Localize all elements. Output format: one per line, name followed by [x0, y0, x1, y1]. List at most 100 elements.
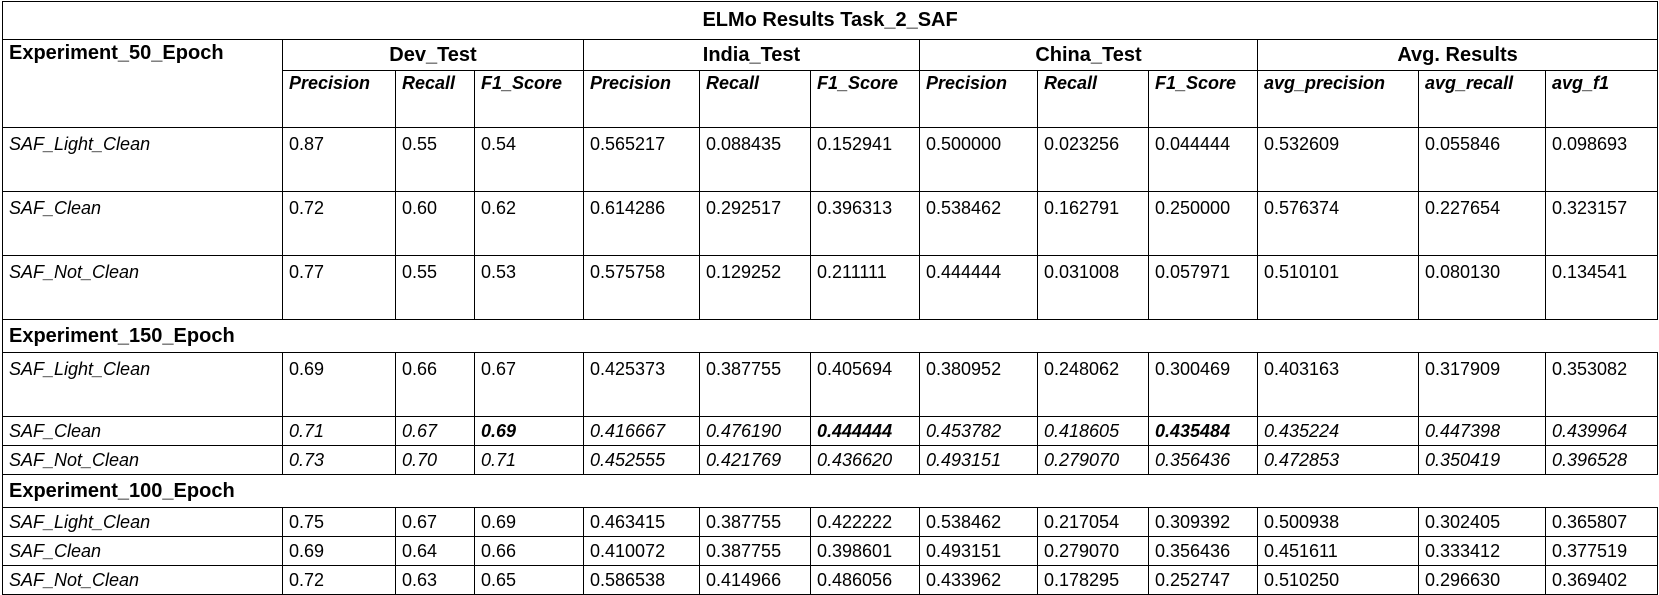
cell: 0.472853	[1257, 445, 1419, 475]
cell: 0.435484	[1148, 416, 1258, 446]
row-label: SAF_Light_Clean	[2, 352, 283, 417]
column-header: Recall	[1037, 70, 1149, 128]
cell: 0.435224	[1257, 416, 1419, 446]
cell: 0.510250	[1257, 565, 1419, 595]
cell: 0.353082	[1544, 352, 1659, 417]
cell: 0.211111	[810, 255, 920, 320]
row-label: SAF_Clean	[2, 416, 283, 446]
data-row: SAF_Not_Clean 0.73 0.70 0.71 0.452555 0.42176…	[2, 445, 1659, 475]
column-header: Precision	[282, 70, 396, 128]
column-header: F1_Score	[474, 70, 584, 128]
cell: 0.53	[474, 255, 584, 320]
cell: 0.098693	[1544, 127, 1659, 192]
cell: 0.252747	[1148, 565, 1258, 595]
cell: 0.398601	[810, 536, 920, 566]
data-row: SAF_Light_Clean 0.87 0.55 0.54 0.565217 0.088…	[2, 127, 1659, 192]
data-row: SAF_Light_Clean 0.75 0.67 0.69 0.463415 0.387…	[2, 507, 1659, 537]
group-header: India_Test	[583, 39, 920, 71]
cell: 0.444444	[810, 416, 920, 446]
cell: 0.323157	[1544, 191, 1659, 256]
cell: 0.72	[282, 191, 396, 256]
cell: 0.66	[474, 536, 584, 566]
cell: 0.425373	[583, 352, 700, 417]
section-title: Experiment_100_Epoch	[1, 474, 1658, 508]
table-title: ELMo Results Task_2_SAF	[1, 1, 1659, 40]
cell: 0.614286	[583, 191, 700, 256]
cell: 0.55	[395, 127, 475, 192]
cell: 0.422222	[810, 507, 920, 537]
row-label: SAF_Clean	[2, 536, 283, 566]
cell: 0.396313	[810, 191, 920, 256]
title-row: ELMo Results Task_2_SAF	[1, 1, 1659, 40]
cell: 0.67	[395, 416, 475, 446]
cell: 0.279070	[1037, 445, 1149, 475]
cell: 0.67	[474, 352, 584, 417]
cell: 0.410072	[583, 536, 700, 566]
row-label: SAF_Not_Clean	[2, 255, 283, 320]
cell: 0.178295	[1037, 565, 1149, 595]
cell: 0.538462	[919, 191, 1038, 256]
cell: 0.317909	[1418, 352, 1546, 417]
row-label: SAF_Not_Clean	[2, 445, 283, 475]
column-header: F1_Score	[1148, 70, 1258, 128]
data-row: SAF_Clean 0.72 0.60 0.62 0.614286 0.292517 0.3…	[2, 191, 1659, 256]
cell: 0.69	[282, 352, 396, 417]
section-row: Experiment_100_Epoch	[1, 474, 1658, 508]
cell: 0.444444	[919, 255, 1038, 320]
group-header: China_Test	[919, 39, 1258, 71]
cell: 0.134541	[1544, 255, 1659, 320]
data-row: SAF_Light_Clean 0.69 0.66 0.67 0.425373 0.387…	[2, 352, 1659, 417]
cell: 0.69	[474, 416, 584, 446]
row-label: SAF_Light_Clean	[2, 127, 283, 192]
cell: 0.365807	[1544, 507, 1659, 537]
data-row: SAF_Not_Clean 0.72 0.63 0.65 0.586538 0.41496…	[2, 565, 1659, 595]
cell: 0.439964	[1544, 416, 1659, 446]
group-header: Avg. Results	[1256, 39, 1659, 71]
row-label: SAF_Not_Clean	[2, 565, 283, 595]
cell: 0.162791	[1037, 191, 1149, 256]
cell: 0.575758	[583, 255, 700, 320]
cell: 0.031008	[1037, 255, 1149, 320]
cell: 0.75	[282, 507, 396, 537]
column-header: F1_Score	[810, 70, 920, 128]
cell: 0.451611	[1257, 536, 1419, 566]
column-header: avg_f1	[1544, 70, 1659, 128]
cell: 0.387755	[699, 352, 811, 417]
cell: 0.70	[395, 445, 475, 475]
cell: 0.369402	[1544, 565, 1659, 595]
cell: 0.356436	[1148, 445, 1258, 475]
section-row: Experiment_150_Epoch	[1, 319, 1658, 353]
cell: 0.044444	[1148, 127, 1258, 192]
row-label: SAF_Clean	[2, 191, 283, 256]
cell: 0.463415	[583, 507, 700, 537]
cell: 0.510101	[1257, 255, 1419, 320]
cell: 0.69	[474, 507, 584, 537]
cell: 0.586538	[583, 565, 700, 595]
cell: 0.296630	[1418, 565, 1546, 595]
cell: 0.87	[282, 127, 396, 192]
group-header: Dev_Test	[282, 39, 584, 71]
cell: 0.350419	[1418, 445, 1546, 475]
cell: 0.023256	[1037, 127, 1149, 192]
cell: 0.538462	[919, 507, 1038, 537]
column-row: Precision Recall F1_Score Precision Recall F1…	[3, 70, 1659, 128]
cell: 0.493151	[919, 445, 1038, 475]
cell: 0.500938	[1257, 507, 1419, 537]
cell: 0.493151	[919, 536, 1038, 566]
cell: 0.377519	[1544, 536, 1659, 566]
section-title: Experiment_150_Epoch	[1, 319, 1658, 353]
cell: 0.300469	[1148, 352, 1258, 417]
cell: 0.403163	[1257, 352, 1419, 417]
cell: 0.387755	[699, 536, 811, 566]
cell: 0.54	[474, 127, 584, 192]
column-header: Recall	[699, 70, 811, 128]
cell: 0.055846	[1418, 127, 1546, 192]
cell: 0.250000	[1148, 191, 1258, 256]
cell: 0.080130	[1418, 255, 1546, 320]
cell: 0.500000	[919, 127, 1038, 192]
cell: 0.387755	[699, 507, 811, 537]
cell: 0.405694	[810, 352, 920, 417]
